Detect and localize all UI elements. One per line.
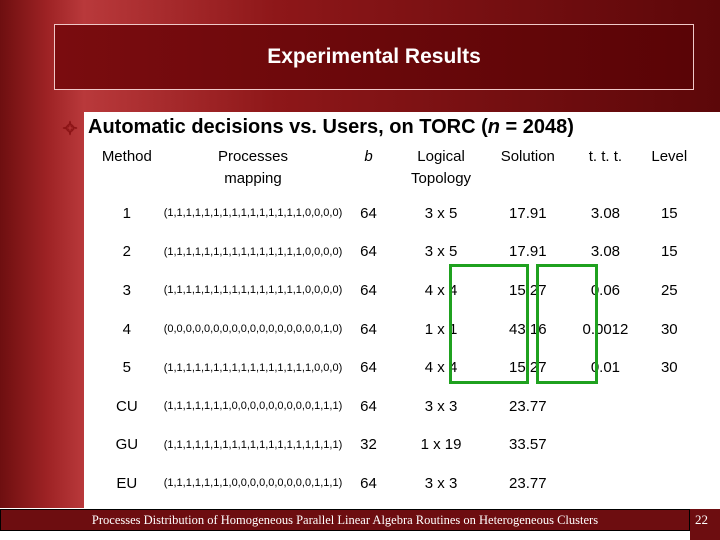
bullet-text: Automatic decisions vs. Users, on TORC (…	[88, 116, 574, 138]
results-table: Method Processes mapping b Logical Topol…	[90, 146, 696, 503]
cell-solution: 23.77	[509, 397, 547, 415]
header-level: Level	[651, 148, 688, 165]
hollow-star-icon	[62, 120, 78, 135]
cell-level	[643, 387, 696, 426]
cell-level: 25	[660, 281, 678, 299]
cell-mapping: (1,1,1,1,1,1,1,1,1,1,1,1,1,1,1,0,0,0,0)	[163, 207, 343, 220]
header-method: Method	[101, 148, 152, 165]
cell-mapping: (1,1,1,1,1,1,1,1,1,1,1,1,1,1,1,1,0,0,0)	[163, 361, 343, 374]
cell-topology: 1 x 19	[420, 436, 462, 454]
cell-b: 64	[360, 474, 377, 492]
cell-ttt: 3.08	[590, 243, 621, 261]
cell-method: 4	[122, 320, 132, 338]
page-number: 22	[695, 512, 708, 527]
table-row: CU (1,1,1,1,1,1,1,0,0,0,0,0,0,0,0,0,1,1,1…	[90, 387, 696, 426]
cell-b: 32	[360, 436, 377, 454]
cell-method: EU	[116, 474, 138, 492]
slide-title: Experimental Results	[267, 45, 481, 68]
table-row: 1 (1,1,1,1,1,1,1,1,1,1,1,1,1,1,1,0,0,0,0)…	[90, 194, 696, 233]
cell-solution: 17.91	[509, 204, 547, 222]
cell-level	[643, 464, 696, 503]
title-box: Experimental Results	[54, 24, 694, 90]
cell-ttt: 3.08	[590, 204, 621, 222]
cell-method: 1	[122, 204, 132, 222]
cell-b: 64	[360, 204, 377, 222]
cell-method: 3	[122, 281, 132, 299]
cell-ttt	[568, 387, 642, 426]
cell-method: CU	[116, 397, 138, 415]
cell-level	[643, 426, 696, 465]
header-solution: Solution	[500, 148, 555, 165]
cell-solution: 17.91	[509, 243, 547, 261]
cell-b: 64	[360, 397, 377, 415]
header-ttt: t. t. t.	[588, 148, 623, 165]
cell-b: 64	[360, 281, 377, 299]
table-row: EU (1,1,1,1,1,1,1,0,0,0,0,0,0,0,0,0,1,1,1…	[90, 464, 696, 503]
cell-solution: 23.77	[509, 474, 547, 492]
cell-topology: 3 x 5	[424, 243, 458, 261]
cell-method: 5	[122, 359, 132, 377]
table-row: 5 (1,1,1,1,1,1,1,1,1,1,1,1,1,1,1,1,0,0,0)…	[90, 348, 696, 387]
cell-mapping: (1,1,1,1,1,1,1,1,1,1,1,1,1,1,1,0,0,0,0)	[163, 245, 343, 258]
footer-bar: Processes Distribution of Homogeneous Pa…	[0, 509, 690, 531]
cell-level: 15	[660, 243, 678, 261]
table-header-row: Method Processes mapping b Logical Topol…	[90, 146, 696, 194]
cell-level: 30	[660, 320, 678, 338]
cell-method: 2	[122, 243, 132, 261]
footer-right-block	[690, 509, 720, 540]
highlight-box-solution	[449, 264, 529, 384]
cell-mapping: (1,1,1,1,1,1,1,0,0,0,0,0,0,0,0,0,1,1,1)	[163, 477, 343, 490]
cell-level: 30	[660, 359, 678, 377]
cell-b: 64	[360, 359, 377, 377]
cell-mapping: (1,1,1,1,1,1,1,0,0,0,0,0,0,0,0,0,1,1,1)	[163, 400, 343, 413]
table-row: 3 (1,1,1,1,1,1,1,1,1,1,1,1,1,1,1,0,0,0,0)…	[90, 271, 696, 310]
cell-b: 64	[360, 320, 377, 338]
left-decor-band	[0, 0, 84, 540]
cell-topology: 3 x 3	[424, 474, 458, 492]
bullet-row: Automatic decisions vs. Users, on TORC (…	[62, 116, 574, 139]
cell-topology: 3 x 5	[424, 204, 458, 222]
cell-b: 64	[360, 243, 377, 261]
cell-level: 15	[660, 204, 678, 222]
cell-ttt: 0.06	[590, 281, 621, 299]
cell-ttt	[568, 464, 642, 503]
cell-ttt: 0.0012	[582, 320, 629, 338]
header-topology: Logical Topology	[411, 148, 472, 187]
footer-text: Processes Distribution of Homogeneous Pa…	[91, 512, 599, 527]
cell-mapping: (1,1,1,1,1,1,1,1,1,1,1,1,1,1,1,1,1,1,1)	[163, 438, 343, 451]
highlight-box-ttt	[536, 264, 598, 384]
header-mapping: Processes mapping	[217, 148, 288, 187]
header-b: b	[364, 148, 373, 165]
cell-topology: 3 x 3	[424, 397, 458, 415]
table-row: 2 (1,1,1,1,1,1,1,1,1,1,1,1,1,1,1,0,0,0,0)…	[90, 233, 696, 272]
cell-method: GU	[115, 436, 139, 454]
table-row: 4 (0,0,0,0,0,0,0,0,0,0,0,0,0,0,0,0,0,1,0)…	[90, 310, 696, 349]
cell-ttt: 0.01	[590, 359, 621, 377]
cell-ttt	[568, 426, 642, 465]
cell-mapping: (1,1,1,1,1,1,1,1,1,1,1,1,1,1,1,0,0,0,0)	[163, 284, 343, 297]
table-row: GU (1,1,1,1,1,1,1,1,1,1,1,1,1,1,1,1,1,1,1…	[90, 426, 696, 465]
cell-mapping: (0,0,0,0,0,0,0,0,0,0,0,0,0,0,0,0,0,1,0)	[163, 323, 343, 336]
cell-solution: 33.57	[509, 436, 547, 454]
